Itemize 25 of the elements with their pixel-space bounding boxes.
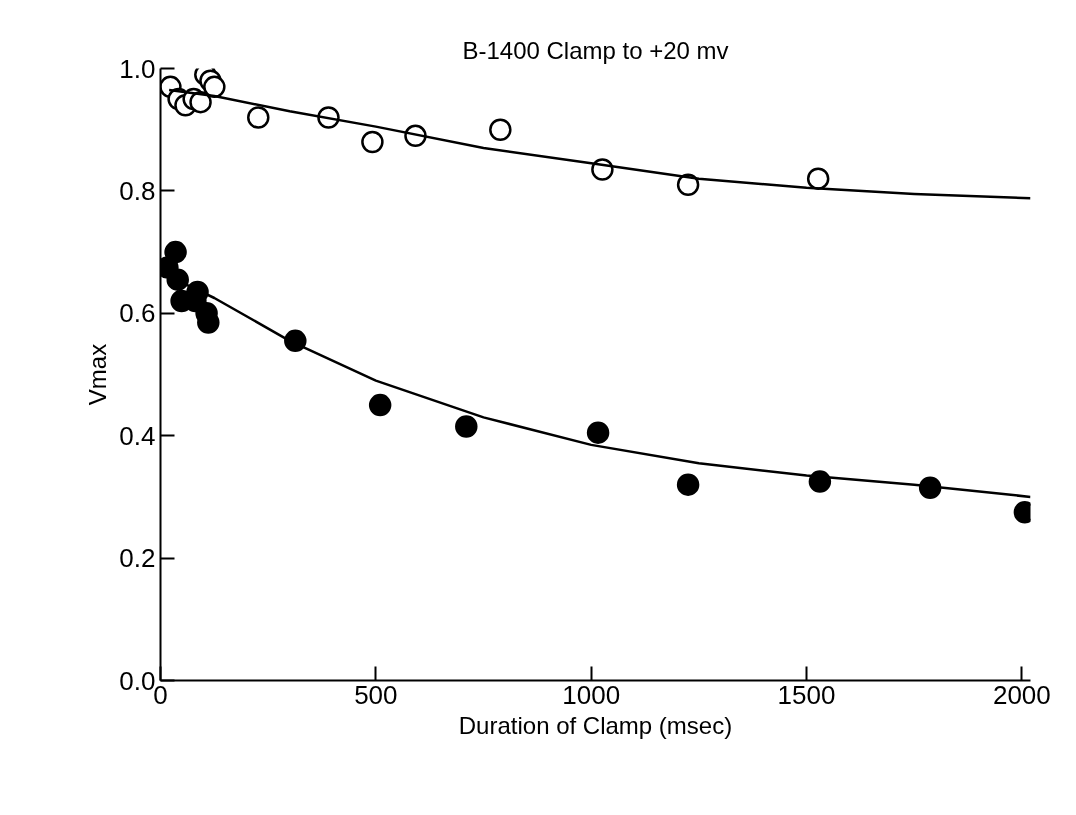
point: [586, 421, 610, 444]
y-tick-label: 0.4: [119, 420, 156, 451]
point: [189, 90, 212, 114]
point: [455, 415, 478, 438]
x-tick-label: 1000: [562, 679, 621, 710]
point: [676, 473, 700, 496]
point: [368, 393, 392, 417]
y-axis-title: Vmax: [84, 343, 112, 406]
y-tick-label: 0.8: [119, 175, 156, 206]
x-axis-title: Duration of Clamp (msec): [458, 711, 733, 739]
x-tick-label: 2000: [992, 679, 1051, 710]
chart-title: B-1400 Clamp to +20 mv: [462, 36, 729, 64]
x-tick-label: 1500: [777, 679, 836, 710]
point: [489, 118, 512, 141]
y-tick-label: 0.6: [119, 298, 156, 329]
point: [164, 240, 187, 264]
point: [247, 106, 270, 129]
y-tick-label: 0.2: [119, 543, 156, 574]
point: [361, 130, 384, 154]
point: [806, 167, 830, 190]
point: [676, 173, 700, 197]
y-tick-label: 1.0: [119, 53, 156, 84]
x-tick-label: 500: [354, 679, 398, 710]
point: [166, 268, 189, 291]
point: [203, 75, 226, 99]
